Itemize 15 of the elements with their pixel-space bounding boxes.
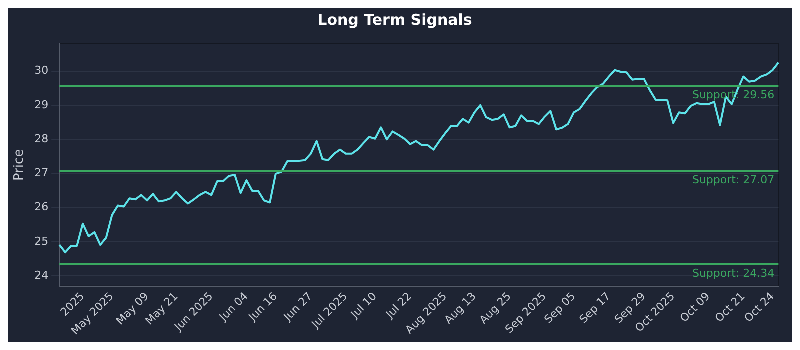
ref-line-label: Support: 24.34 bbox=[692, 266, 775, 280]
y-tick-label: 28 bbox=[34, 132, 49, 146]
x-tick-label: Sep 17 bbox=[577, 290, 614, 326]
ref-line-label: Support: 27.07 bbox=[692, 174, 775, 187]
y-axis-title: Price bbox=[12, 149, 28, 182]
x-tick-label: Jul 22 bbox=[382, 290, 415, 322]
y-tick-label: 25 bbox=[34, 234, 49, 248]
y-tick-label: 24 bbox=[34, 268, 49, 282]
chart-title: Long Term Signals bbox=[318, 10, 472, 29]
y-tick-label: 27 bbox=[34, 166, 49, 180]
y-tick-label: 26 bbox=[34, 200, 49, 214]
x-tick-label: Jul 10 bbox=[348, 290, 380, 322]
x-tick-label: Oct 09 bbox=[678, 290, 713, 325]
y-tick-label: 29 bbox=[34, 98, 49, 112]
y-tick-label: 30 bbox=[34, 64, 49, 78]
